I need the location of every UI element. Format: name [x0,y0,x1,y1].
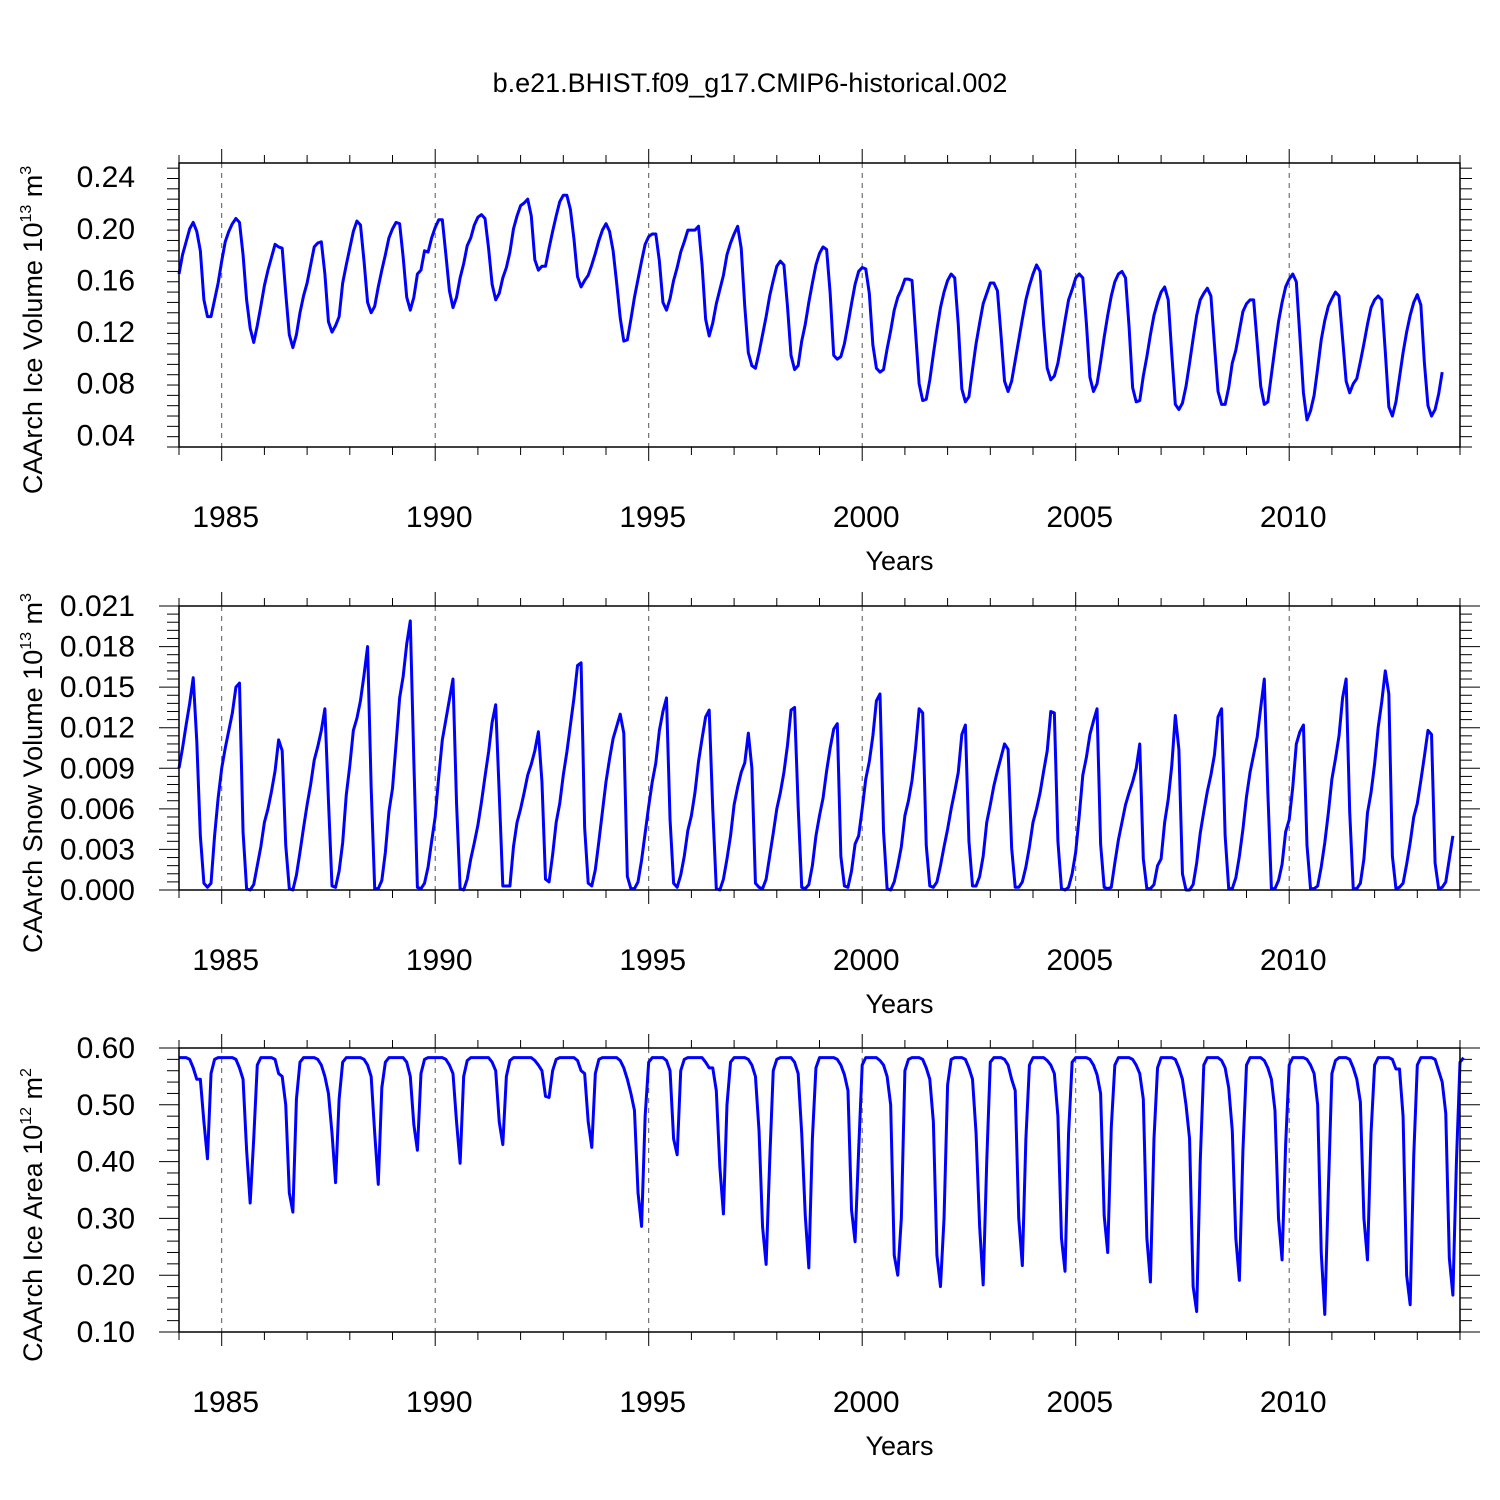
y-tick-label: 0.04 [77,419,135,452]
snow-volume-x-tick-labels: 1985 1990 1995 2000 2005 2010 [192,944,1326,977]
snow-volume-y-tick-labels: 0.000 0.003 0.006 0.009 0.012 0.015 0.018 0.021 [60,590,135,907]
x-tick-label: 1995 [619,501,686,534]
snow-volume-panel: 0.000 0.003 0.006 0.009 0.012 0.015 0.018 0.021… [18,590,1480,1019]
x-tick-label: 1985 [192,944,259,977]
y-tick-label: 0.021 [60,590,135,623]
ice-area-panel: 0.10 0.20 0.30 0.40 0.50 0.60 1985 1990 1995 200… [18,1032,1480,1461]
snow-volume-y-axis-title-unit: m [18,602,48,632]
y-tick-label: 0.20 [77,213,135,246]
x-tick-label: 1995 [619,1386,686,1419]
ice-area-grid [221,1048,1290,1332]
ice-volume-panel: 0.04 0.08 0.12 0.16 0.20 0.24 1985 1990 1995 200… [18,149,1472,576]
y-tick-label: 0.018 [60,631,135,664]
x-tick-label: 1985 [192,1386,259,1419]
x-tick-label: 1990 [406,944,473,977]
x-tick-label: 2000 [833,501,900,534]
ice-area-x-tick-labels: 1985 1990 1995 2000 2005 2010 [192,1386,1326,1419]
y-tick-label: 0.12 [77,316,135,349]
ice-area-y-axis-title-unit-exponent: 2 [18,1068,35,1077]
ice-area-ticks [159,1034,1480,1346]
x-tick-label: 2010 [1260,944,1327,977]
ice-volume-ticks [167,149,1472,461]
ice-volume-y-axis-title-exponent: 13 [18,205,35,223]
snow-volume-y-axis-title-exponent: 13 [18,632,35,650]
ice-volume-x-tick-labels: 1985 1990 1995 2000 2005 2010 [192,501,1326,534]
ice-area-line [179,1056,1465,1316]
x-tick-label: 1990 [406,501,473,534]
x-tick-label: 2005 [1046,1386,1113,1419]
snow-volume-y-axis-title: CAArch Snow Volume 1013 m3 [18,593,48,953]
ice-area-y-axis-title-unit: m [18,1077,48,1107]
ice-volume-grid [221,163,1290,447]
snow-volume-frame [178,605,1461,891]
x-tick-label: 1985 [192,501,259,534]
ice-volume-line [177,193,1444,422]
y-tick-label: 0.015 [60,671,135,704]
y-tick-label: 0.012 [60,712,135,745]
ice-area-y-axis-title: CAArch Ice Area 1012 m2 [18,1068,48,1362]
ice-volume-x-axis-title: Years [865,546,933,576]
ice-area-y-tick-labels: 0.10 0.20 0.30 0.40 0.50 0.60 [77,1032,135,1349]
ice-area-x-axis-title: Years [865,1431,933,1461]
ice-volume-frame [178,162,1461,448]
ice-area-y-axis-title-exponent: 12 [18,1107,35,1125]
x-tick-label: 2000 [833,1386,900,1419]
y-tick-label: 0.16 [77,264,135,297]
y-tick-label: 0.20 [77,1259,135,1292]
ice-volume-y-axis-title: CAArch Ice Volume 1013 m3 [18,166,48,494]
y-tick-label: 0.50 [77,1089,135,1122]
ice-volume-y-axis-title-unit-exponent: 3 [18,166,35,175]
y-tick-label: 0.30 [77,1202,135,1235]
x-tick-label: 1995 [619,944,686,977]
ice-area-y-axis-title-main: CAArch Ice Area 10 [18,1125,48,1362]
x-tick-label: 2010 [1260,501,1327,534]
snow-volume-line [177,619,1455,892]
y-tick-label: 0.60 [77,1032,135,1065]
snow-volume-x-axis-title: Years [865,989,933,1019]
ice-volume-y-tick-labels: 0.04 0.08 0.12 0.16 0.20 0.24 [77,161,135,452]
y-tick-label: 0.40 [77,1146,135,1179]
x-tick-label: 1990 [406,1386,473,1419]
y-tick-label: 0.08 [77,368,135,401]
snow-volume-grid [221,606,1290,890]
snow-volume-y-axis-title-main: CAArch Snow Volume 10 [18,650,48,953]
x-tick-label: 2000 [833,944,900,977]
y-tick-label: 0.000 [60,874,135,907]
y-tick-label: 0.009 [60,752,135,785]
y-tick-label: 0.24 [77,161,135,194]
ice-area-frame [178,1047,1461,1333]
snow-volume-ticks [159,592,1480,904]
x-tick-label: 2010 [1260,1386,1327,1419]
figure-title: b.e21.BHIST.f09_g17.CMIP6-historical.002 [493,68,1008,98]
snow-volume-y-axis-title-unit-exponent: 3 [18,593,35,602]
ice-volume-y-axis-title-unit: m [18,175,48,205]
y-tick-label: 0.10 [77,1316,135,1349]
x-tick-label: 2005 [1046,944,1113,977]
ice-volume-y-axis-title-main: CAArch Ice Volume 10 [18,223,48,495]
x-tick-label: 2005 [1046,501,1113,534]
y-tick-label: 0.006 [60,793,135,826]
y-tick-label: 0.003 [60,833,135,866]
